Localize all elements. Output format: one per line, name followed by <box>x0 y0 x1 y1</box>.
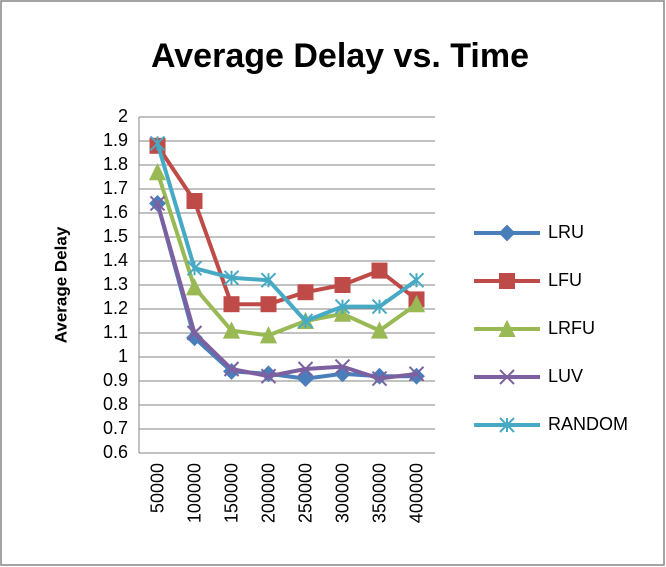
marker <box>297 370 314 388</box>
marker <box>370 321 389 339</box>
legend-label: LFU <box>548 270 582 290</box>
marker <box>186 260 203 276</box>
marker <box>333 304 352 322</box>
y-tick-label: 1.4 <box>103 250 128 270</box>
y-tick-label: 1.8 <box>103 154 128 174</box>
y-tick-label: 2 <box>118 106 128 126</box>
x-tick-label: 50000 <box>147 463 167 513</box>
y-tick-label: 1.3 <box>103 274 128 294</box>
chart-title: Average Delay vs. Time <box>151 37 529 75</box>
y-axis-label: Average Delay <box>51 226 70 343</box>
x-tick-label: 250000 <box>295 463 315 523</box>
legend-label: LUV <box>548 366 583 386</box>
y-tick-label: 0.8 <box>103 394 128 414</box>
marker <box>149 195 166 212</box>
marker <box>260 368 277 384</box>
y-tick-label: 1 <box>118 346 128 366</box>
y-tick-label: 1.6 <box>103 202 128 222</box>
marker <box>223 296 240 313</box>
marker <box>223 361 240 377</box>
marker <box>223 270 240 286</box>
legend-marker <box>499 417 515 433</box>
marker <box>334 298 351 315</box>
marker <box>408 366 425 382</box>
marker <box>260 272 277 288</box>
legend-label: RANDOM <box>548 414 628 434</box>
marker <box>186 325 203 341</box>
marker <box>371 370 388 387</box>
x-tick-label: 300000 <box>332 463 352 523</box>
legend-marker <box>498 319 516 337</box>
x-tick-label: 100000 <box>184 463 204 523</box>
marker <box>222 321 241 339</box>
marker <box>297 361 314 377</box>
marker <box>408 272 425 288</box>
x-tick-label: 200000 <box>258 463 278 523</box>
series-line <box>155 142 418 323</box>
y-tick-label: 1.9 <box>103 130 128 150</box>
y-tick-label: 1.5 <box>103 226 128 246</box>
y-tick-label: 1.1 <box>103 322 128 342</box>
marker <box>334 358 351 375</box>
marker <box>185 278 204 296</box>
marker <box>149 135 166 152</box>
marker <box>148 162 167 181</box>
marker <box>371 298 388 315</box>
marker <box>259 326 278 344</box>
marker <box>260 296 277 313</box>
legend-marker <box>499 273 515 289</box>
legend-label: LRFU <box>548 318 595 338</box>
marker <box>186 193 203 209</box>
x-tick-label: 150000 <box>221 463 241 523</box>
marker <box>371 262 388 279</box>
y-tick-label: 0.6 <box>103 442 128 462</box>
y-tick-label: 0.7 <box>103 418 128 438</box>
legend-marker <box>499 369 515 385</box>
marker <box>297 284 314 301</box>
marker <box>407 294 426 313</box>
x-tick-label: 400000 <box>406 463 426 523</box>
legend-label: LRU <box>548 222 584 242</box>
y-tick-label: 1.7 <box>103 178 128 198</box>
x-tick-label: 350000 <box>369 463 389 523</box>
y-tick-label: 0.9 <box>103 370 128 390</box>
legend-marker <box>498 224 516 242</box>
marker <box>334 277 351 293</box>
y-tick-label: 1.2 <box>103 298 128 318</box>
marker <box>297 313 314 329</box>
